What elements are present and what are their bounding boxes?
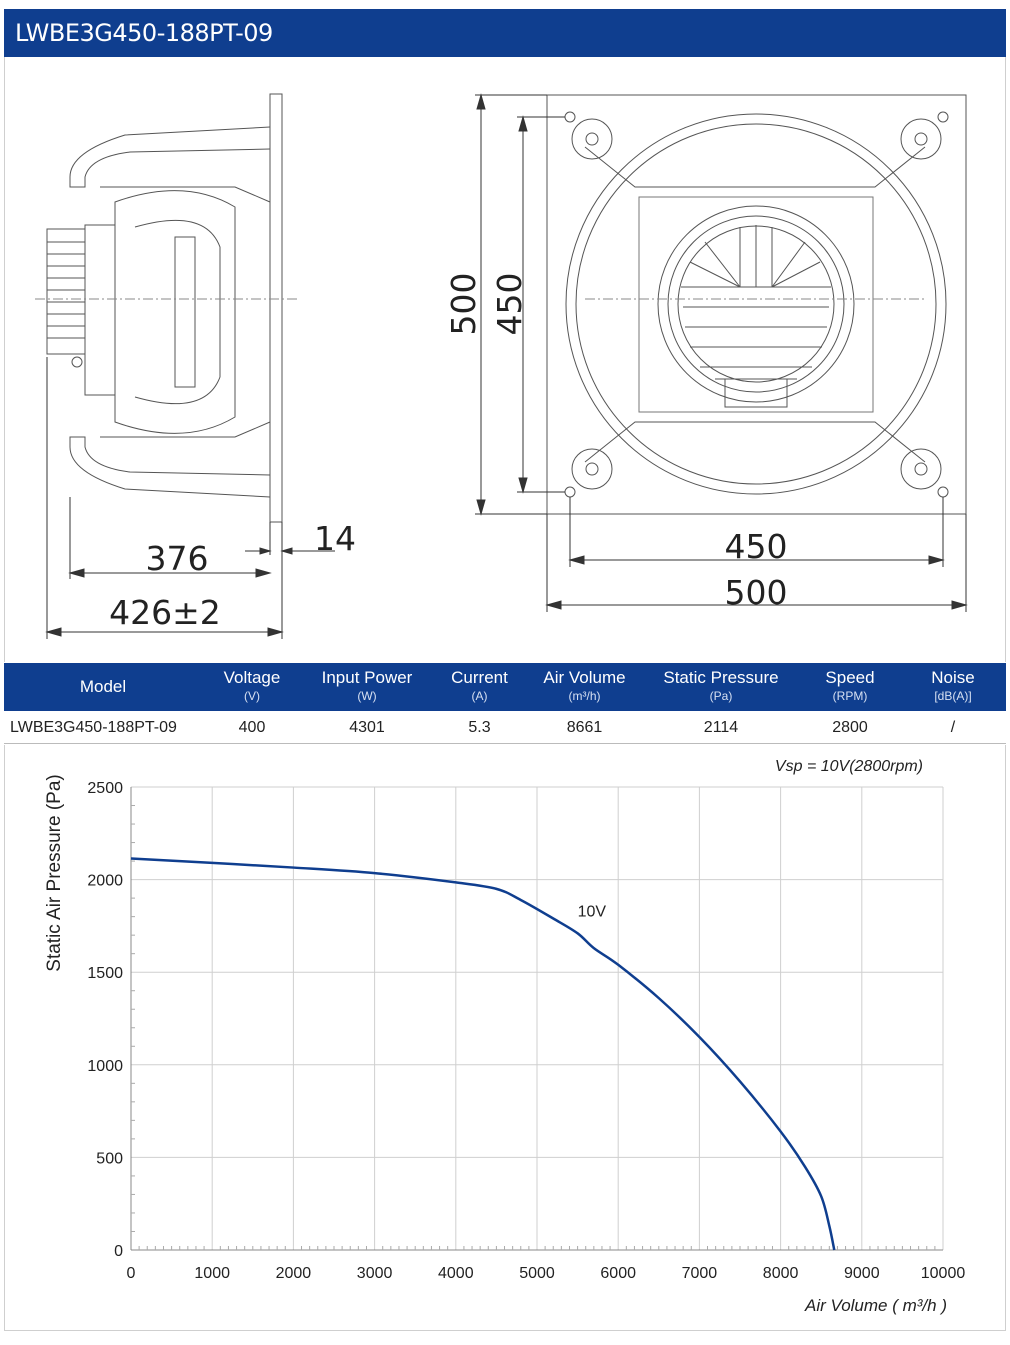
col-voltage: Voltage (V) [202, 668, 302, 704]
technical-drawing-panel: 376 14 426±2 500 450 450 500 [4, 57, 1006, 662]
series-label-10v: 10V [578, 904, 607, 921]
col-label: Static Pressure [663, 668, 779, 687]
y-tick-label: 1500 [87, 965, 123, 982]
col-current: Current (A) [432, 668, 527, 704]
col-label: Voltage [223, 668, 281, 687]
dim-side-depth: 376 [146, 539, 209, 578]
spec-table: Model Voltage (V) Input Power (W) Curren… [4, 663, 1006, 744]
cell-voltage: 400 [238, 719, 266, 736]
col-unit: (m³/h) [568, 689, 601, 703]
chart-ticks: 0 1000 2000 3000 4000 5000 6000 7000 8000 9000 100… [87, 780, 965, 1282]
col-label: Input Power [321, 668, 413, 687]
table-row: LWBE3G450-188PT-09 400 4301 5.3 8661 211… [4, 711, 1006, 744]
cell-speed: 2800 [832, 719, 868, 736]
col-static-pressure: Static Pressure (Pa) [642, 668, 800, 704]
col-label: Current [451, 668, 508, 687]
x-tick-label: 0 [127, 1265, 136, 1282]
cell-model: LWBE3G450-188PT-09 [10, 719, 177, 736]
col-label: Speed [825, 668, 875, 687]
dim-front-width-outer: 500 [725, 573, 788, 612]
col-unit: (RPM) [832, 689, 868, 703]
cell-static-pressure: 2114 [703, 719, 739, 736]
front-view [546, 94, 967, 515]
x-tick-label: 2000 [276, 1265, 312, 1282]
y-tick-label: 0 [114, 1243, 123, 1260]
dim-front-height-outer: 500 [444, 273, 483, 336]
x-tick-label: 7000 [682, 1265, 718, 1282]
x-tick-label: 8000 [763, 1265, 799, 1282]
y-tick-label: 1000 [87, 1058, 123, 1075]
title-bar: LWBE3G450-188PT-09 [4, 9, 1006, 57]
y-tick-label: 500 [96, 1150, 123, 1167]
mounting-plate-side [269, 93, 283, 523]
chart-title: Vsp = 10V(2800rpm) [775, 758, 923, 775]
x-tick-label: 5000 [519, 1265, 555, 1282]
cell-current: 5.3 [468, 719, 491, 736]
performance-chart: 0 1000 2000 3000 4000 5000 6000 7000 8000 9000 100… [44, 758, 965, 1315]
col-noise: Noise [dB(A)] [900, 668, 1006, 704]
mounting-plate-front [546, 94, 967, 515]
side-view [35, 93, 300, 523]
dim-front-width-inner: 450 [725, 527, 788, 566]
y-axis-label: Static Air Pressure (Pa) [44, 774, 65, 971]
col-label: Model [79, 677, 127, 696]
col-unit: [dB(A)] [934, 689, 972, 703]
col-speed: Speed (RPM) [800, 668, 900, 704]
dim-overall-depth: 426±2 [109, 593, 221, 632]
spec-table-header: Model Voltage (V) Input Power (W) Curren… [4, 663, 1006, 711]
chart-grid [130, 786, 944, 1251]
side-dimensions [45, 357, 335, 639]
col-model: Model [4, 677, 202, 697]
performance-chart-panel: 0 1000 2000 3000 4000 5000 6000 7000 8000 9000 100… [4, 745, 1006, 1331]
x-tick-label: 9000 [844, 1265, 880, 1282]
col-input-power: Input Power (W) [302, 668, 432, 704]
series-line-10v [130, 857, 836, 1251]
dim-front-height-inner: 450 [490, 273, 529, 336]
x-tick-label: 6000 [600, 1265, 636, 1282]
motor-fins [46, 228, 86, 355]
x-tick-label: 1000 [194, 1265, 230, 1282]
x-axis-label: Air Volume ( m³/h ) [804, 1296, 947, 1315]
x-tick-label: 4000 [438, 1265, 474, 1282]
y-tick-label: 2500 [87, 780, 123, 797]
x-tick-label: 3000 [357, 1265, 393, 1282]
col-unit: (Pa) [709, 689, 733, 703]
y-tick-label: 2000 [87, 873, 123, 890]
cell-air-volume: 8661 [566, 719, 603, 736]
col-air-volume: Air Volume (m³/h) [527, 668, 642, 704]
col-label: Air Volume [543, 668, 626, 687]
col-unit: (A) [471, 689, 488, 703]
page-title: LWBE3G450-188PT-09 [15, 19, 273, 47]
dim-flange: 14 [314, 519, 356, 558]
cell-input-power: 4301 [349, 719, 385, 736]
cell-noise: / [950, 719, 956, 736]
col-label: Noise [931, 668, 975, 687]
col-unit: (V) [244, 689, 260, 703]
x-tick-label: 10000 [921, 1265, 966, 1282]
front-dimensions [475, 93, 968, 612]
col-unit: (W) [357, 689, 377, 703]
technical-drawing: 376 14 426±2 500 450 450 500 [35, 93, 968, 639]
